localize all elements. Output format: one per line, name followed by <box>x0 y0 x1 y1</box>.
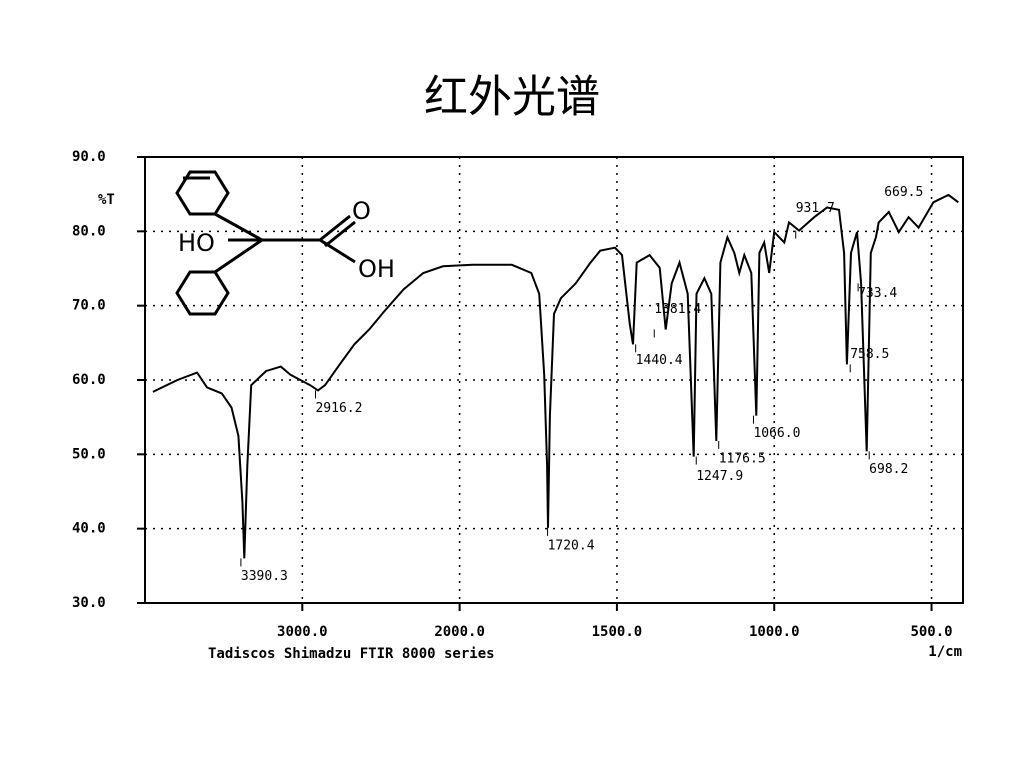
instrument: Tadiscos Shimadzu FTIR 8000 series <box>208 646 495 662</box>
structure-label: OH <box>358 255 395 283</box>
bond <box>319 238 356 264</box>
bond <box>319 214 351 242</box>
y-tick-label: 50.0 <box>72 446 106 462</box>
benzene-ring <box>175 270 230 316</box>
x-tick-label: 1500.0 <box>592 624 643 640</box>
peak-label: 758.5 <box>850 347 889 362</box>
y-tick-label: 40.0 <box>72 521 106 537</box>
peak-label: 1066.0 <box>753 426 800 441</box>
y-axis-label: %T <box>98 192 115 208</box>
y-tick-label: 90.0 <box>72 149 106 165</box>
peak-label: 1247.9 <box>696 469 743 484</box>
peak-label: 3390.3 <box>241 569 288 584</box>
x-tick-label: 1000.0 <box>749 624 800 640</box>
structure-label: O <box>352 197 371 225</box>
x-tick-label: 500.0 <box>910 624 952 640</box>
peak-label: 733.4 <box>858 286 897 301</box>
y-tick-label: 70.0 <box>72 298 106 314</box>
spectrum-line <box>152 193 959 559</box>
peak-label: 2916.2 <box>315 401 362 416</box>
peak-label: 1381.4 <box>654 302 701 317</box>
y-tick-label: 60.0 <box>72 372 106 388</box>
bond <box>214 212 265 274</box>
peak-label: 1176.5 <box>719 451 766 466</box>
x-tick-label: 3000.0 <box>277 624 328 640</box>
structure <box>175 170 356 316</box>
peak-label: 1720.4 <box>548 538 595 553</box>
peak-label: 698.2 <box>869 462 908 477</box>
structure-label: HO <box>178 229 215 257</box>
slide-title: 红外光谱 <box>424 72 600 123</box>
y-tick-label: 80.0 <box>72 223 106 239</box>
x-axis-label: 1/cm <box>928 644 962 660</box>
peak-label: 669.5 <box>884 185 923 200</box>
bond <box>324 220 356 248</box>
x-tick-label: 2000.0 <box>434 624 485 640</box>
peak-label: 931.7 <box>796 201 835 216</box>
peak-label: 1440.4 <box>636 353 683 368</box>
y-tick-label: 30.0 <box>72 595 106 611</box>
